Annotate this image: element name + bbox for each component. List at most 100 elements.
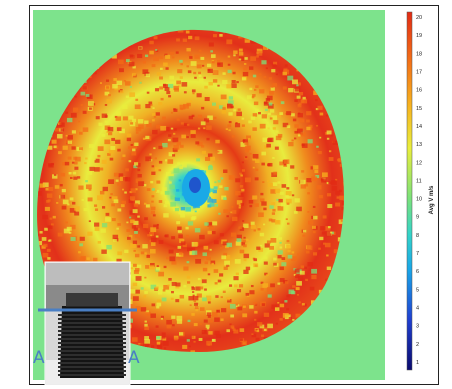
velocity-speckle [282, 86, 287, 90]
velocity-speckle [155, 267, 161, 271]
velocity-speckle [276, 198, 279, 201]
velocity-speckle [335, 202, 341, 207]
velocity-speckle [97, 240, 102, 244]
velocity-speckle [144, 326, 150, 330]
velocity-speckle [286, 187, 290, 190]
velocity-speckle [296, 281, 302, 286]
velocity-speckle [187, 319, 191, 323]
velocity-speckle [169, 184, 175, 190]
velocity-speckle [341, 201, 344, 206]
velocity-speckle [288, 141, 294, 147]
velocity-speckle [168, 152, 174, 157]
velocity-speckle [252, 157, 257, 161]
colorbar-tick-label: 4 [416, 306, 419, 312]
velocity-speckle [206, 312, 212, 317]
velocity-speckle [155, 235, 159, 238]
velocity-speckle [244, 145, 251, 151]
velocity-speckle [153, 36, 158, 40]
velocity-speckle [56, 202, 59, 204]
velocity-speckle [159, 76, 163, 80]
velocity-speckle [104, 125, 111, 130]
velocity-speckle [211, 102, 216, 106]
velocity-speckle [176, 315, 183, 321]
velocity-speckle [213, 186, 218, 190]
velocity-speckle [296, 95, 301, 99]
velocity-speckle [149, 249, 156, 254]
velocity-speckle [193, 299, 197, 303]
velocity-speckle [270, 189, 276, 194]
velocity-speckle [98, 122, 103, 126]
velocity-speckle [254, 88, 257, 91]
velocity-speckle [132, 296, 139, 301]
velocity-speckle [252, 127, 257, 131]
velocity-speckle [262, 283, 269, 288]
velocity-speckle [300, 265, 305, 269]
velocity-speckle [272, 182, 278, 186]
velocity-speckle [335, 190, 341, 195]
velocity-speckle [135, 276, 142, 281]
velocity-speckle [327, 226, 331, 229]
velocity-speckle [213, 34, 217, 38]
velocity-speckle [272, 156, 275, 159]
velocity-speckle [253, 263, 259, 268]
velocity-speckle [306, 126, 311, 131]
velocity-speckle [134, 162, 139, 166]
velocity-speckle [127, 236, 131, 240]
velocity-speckle [266, 240, 271, 244]
velocity-speckle [325, 278, 328, 281]
velocity-speckle [267, 103, 274, 109]
velocity-speckle [128, 146, 132, 149]
colorbar-tick-label: 16 [416, 88, 422, 94]
velocity-speckle [82, 127, 89, 132]
velocity-speckle [166, 324, 172, 329]
velocity-speckle [228, 129, 231, 132]
velocity-speckle [294, 99, 298, 103]
velocity-speckle [65, 140, 70, 144]
velocity-speckle [284, 112, 287, 115]
velocity-speckle [243, 253, 250, 259]
velocity-speckle [216, 309, 221, 313]
velocity-speckle [156, 265, 159, 268]
velocity-speckle [131, 73, 136, 77]
velocity-speckle [144, 54, 149, 58]
velocity-speckle [284, 64, 288, 67]
velocity-speckle [236, 111, 242, 117]
velocity-speckle [176, 141, 181, 146]
velocity-speckle [300, 99, 305, 103]
velocity-speckle [326, 254, 329, 257]
velocity-speckle [126, 228, 131, 232]
velocity-speckle [112, 234, 119, 240]
velocity-speckle [227, 100, 234, 105]
velocity-speckle [199, 307, 205, 311]
velocity-speckle [150, 104, 153, 106]
velocity-speckle [137, 215, 140, 218]
velocity-speckle [135, 131, 139, 134]
velocity-speckle [105, 79, 110, 82]
velocity-speckle [69, 176, 73, 179]
velocity-speckle [286, 202, 290, 205]
velocity-speckle [192, 295, 199, 301]
velocity-speckle [237, 108, 241, 111]
velocity-speckle [222, 245, 225, 248]
device-fin [58, 354, 126, 356]
device-fin [58, 362, 126, 364]
velocity-speckle [226, 215, 229, 218]
velocity-speckle [62, 145, 68, 150]
velocity-speckle [146, 255, 151, 258]
velocity-speckle [298, 91, 304, 96]
velocity-speckle [275, 307, 279, 310]
velocity-speckle [213, 240, 219, 245]
velocity-speckle [144, 120, 149, 125]
velocity-speckle [204, 96, 210, 102]
velocity-speckle [118, 173, 124, 178]
velocity-speckle [60, 194, 66, 199]
velocity-speckle [143, 295, 147, 298]
velocity-speckle [208, 164, 213, 168]
velocity-speckle [79, 147, 83, 151]
velocity-speckle [307, 192, 311, 195]
velocity-speckle [93, 158, 96, 161]
velocity-speckle [211, 312, 218, 317]
velocity-speckle [245, 266, 251, 271]
velocity-speckle [258, 248, 264, 252]
velocity-speckle [125, 168, 129, 172]
